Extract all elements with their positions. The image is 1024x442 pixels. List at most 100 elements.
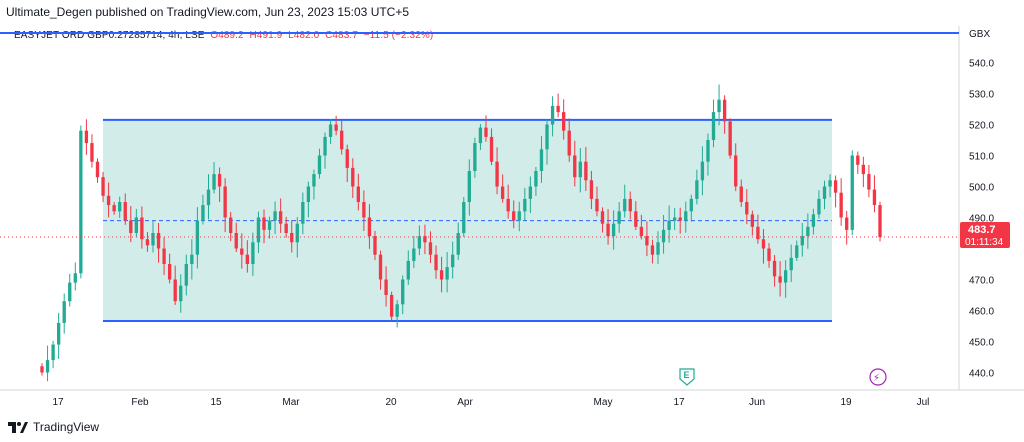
candle-body (656, 242, 660, 255)
candle (817, 190, 821, 219)
candle-body (833, 180, 838, 193)
candle-body (84, 130, 89, 144)
candle (867, 165, 871, 198)
candle (806, 213, 810, 249)
candle-body (384, 279, 388, 295)
candle-body (367, 217, 372, 237)
price-tick-label: 530.0 (969, 90, 994, 101)
candle (156, 223, 161, 263)
price-axis[interactable]: 540.0 530.0 520.0 510.0 500.0 490.0 470.0 460.0… (969, 59, 994, 380)
candle (173, 265, 177, 305)
time-axis[interactable]: 17 Feb 15 Mar 20 Apr May 17 Jun 19 Jul (52, 397, 929, 408)
candlestick-series (40, 84, 882, 382)
candle-body (795, 245, 799, 258)
candle (406, 250, 410, 285)
high-value: H491.9 (249, 30, 283, 41)
low-value: L482.0 (288, 30, 320, 41)
candle-body (184, 264, 188, 286)
candle (634, 201, 638, 230)
candle-body (783, 270, 788, 283)
candle (129, 206, 133, 243)
candle-body (678, 217, 682, 221)
candle (734, 143, 738, 192)
candle-body (573, 155, 577, 178)
candle (245, 240, 250, 273)
candle-body (206, 189, 211, 206)
candle-body (550, 105, 555, 125)
candle-body (611, 223, 616, 237)
tradingview-logo-icon (8, 420, 28, 434)
last-price-tag: 483.7 01:11:34 (960, 222, 1010, 248)
candle-body (45, 360, 50, 373)
candle-body (323, 136, 327, 156)
candle (295, 217, 299, 258)
time-tick-label: Jul (917, 397, 930, 408)
candle-body (340, 130, 344, 150)
candle (839, 178, 843, 226)
candle (789, 244, 793, 283)
candle-body (301, 202, 305, 224)
candle (262, 209, 266, 244)
candle-body (539, 149, 544, 171)
candle (267, 216, 272, 239)
candle-body (556, 105, 560, 113)
candle-body (817, 198, 821, 215)
candle-body (822, 186, 827, 199)
candle-body (151, 233, 155, 246)
candle (51, 340, 55, 369)
candle (134, 209, 139, 237)
candle (833, 175, 838, 208)
candle (73, 262, 77, 291)
candle-body (639, 226, 644, 237)
candle-body (772, 260, 777, 277)
candle-body (417, 236, 422, 249)
candle (273, 201, 277, 234)
candle (306, 181, 311, 218)
last-price-value: 483.7 (968, 224, 996, 236)
parallel-channel[interactable] (0, 32, 959, 323)
candle (589, 170, 594, 210)
footer-brand: TradingView (8, 420, 99, 434)
dividend-marker[interactable]: ⚡ (869, 368, 887, 386)
candle (467, 159, 471, 216)
candle (56, 312, 61, 359)
candle (850, 150, 854, 236)
candle (123, 193, 127, 225)
candle-body (628, 198, 632, 212)
earnings-marker[interactable]: E (679, 368, 695, 386)
candle (340, 120, 344, 155)
candle-body (645, 236, 649, 246)
candle (412, 235, 416, 268)
candle (550, 96, 555, 137)
candle-body (373, 236, 377, 255)
candle (362, 190, 366, 231)
candle-body (40, 366, 44, 373)
candle-body (872, 189, 877, 206)
candle-body (728, 121, 732, 156)
candle (240, 233, 244, 269)
candle-body (684, 211, 688, 221)
candle (567, 118, 571, 162)
candle (328, 119, 333, 144)
candle (495, 147, 499, 195)
candle-body (451, 254, 455, 268)
candle (678, 207, 682, 234)
candle-body (778, 276, 782, 283)
candle (800, 222, 804, 257)
candle (384, 266, 388, 307)
candle (778, 261, 782, 297)
candle-body (706, 140, 710, 162)
price-tick-label: 470.0 (969, 276, 994, 287)
candle (506, 184, 510, 219)
candle (195, 207, 200, 269)
candle-body (428, 242, 433, 255)
price-tick-label: 450.0 (969, 338, 994, 349)
change-value: −11.5 (−2.32%) (363, 30, 434, 41)
candle-body (251, 242, 255, 264)
candle (101, 171, 105, 203)
candle-body (123, 202, 127, 221)
candle-body (734, 155, 738, 187)
candle-body (745, 202, 749, 215)
candle-body (256, 217, 261, 243)
